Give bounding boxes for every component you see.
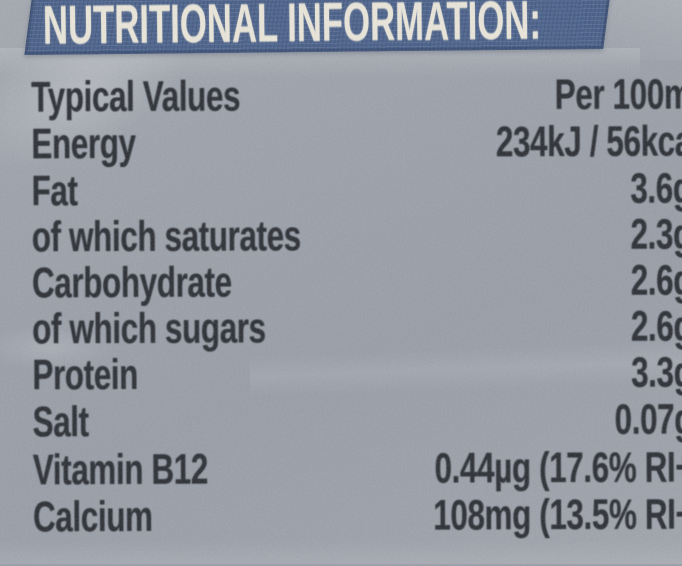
nutrient-label: Protein <box>32 350 139 400</box>
nutrient-value: 3.6g <box>630 164 682 213</box>
nutrient-value: 2.6g <box>630 256 682 305</box>
nutrient-value: 0.07g <box>614 395 682 444</box>
nutrient-value: 3.3g <box>630 348 682 397</box>
nutrient-label: Typical Values <box>31 72 241 122</box>
row-protein: Protein 3.3g <box>32 348 682 400</box>
nutrient-value: Per 100m <box>554 70 682 120</box>
nutrient-label: Vitamin B12 <box>32 445 209 495</box>
nutrient-value: 234kJ / 56kca <box>495 117 682 167</box>
row-carbohydrate: Carbohydrate 2.6g <box>31 256 682 308</box>
row-salt: Salt 0.07g <box>32 395 682 447</box>
nutrient-label: Energy <box>31 119 136 169</box>
nutrient-label: of which sugars <box>32 304 266 354</box>
nutrient-label: Carbohydrate <box>31 258 232 308</box>
row-vitamin-b12: Vitamin B12 0.44µg (17.6% RI+ <box>32 443 682 495</box>
row-calcium: Calcium 108mg (13.5% RI+ <box>32 490 682 542</box>
nutrient-value: 0.44µg (17.6% RI+ <box>433 443 682 493</box>
row-fat: Fat 3.6g <box>31 164 682 216</box>
row-saturates: of which saturates 2.3g <box>31 210 682 262</box>
nutrient-label: Calcium <box>32 492 153 542</box>
nutrient-value: 2.3g <box>630 210 682 259</box>
row-typical-values: Typical Values Per 100m <box>31 70 682 122</box>
nutrient-value: 108mg (13.5% RI+ <box>432 490 682 540</box>
nutrient-label: Salt <box>32 398 89 447</box>
nutrient-label: of which saturates <box>31 212 301 262</box>
row-energy: Energy 234kJ / 56kca <box>31 117 682 169</box>
nutrient-label: Fat <box>31 167 78 216</box>
nutrient-value: 2.6g <box>630 302 682 351</box>
row-sugars: of which sugars 2.6g <box>32 302 682 354</box>
